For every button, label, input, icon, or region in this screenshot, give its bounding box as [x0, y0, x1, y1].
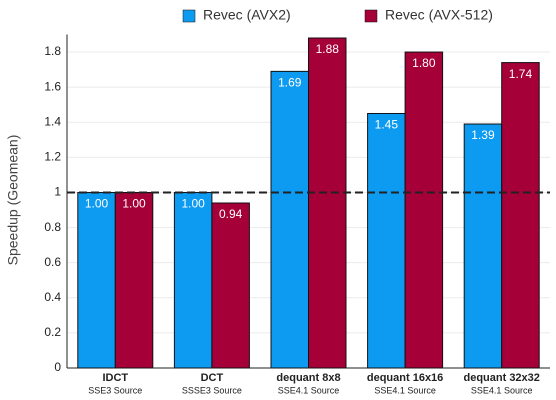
y-tick-label: 0	[54, 360, 61, 374]
bar	[114, 191, 154, 369]
value-label: 1.00	[122, 197, 146, 211]
x-tick-label: dequant 16x16	[367, 372, 443, 384]
x-tick-sublabel: SSE4.1 Source	[471, 385, 533, 395]
x-tick-sublabel: SSE4.1 Source	[278, 385, 340, 395]
value-label: 1.45	[375, 118, 399, 132]
y-tick-label: 1.2	[44, 150, 61, 164]
y-tick-label: 0.8	[44, 220, 61, 234]
legend-label: Revec (AVX2)	[203, 7, 291, 23]
y-tick-label: 1.8	[44, 44, 61, 58]
x-tick-label: dequant 8x8	[276, 372, 340, 384]
value-label: 1.80	[412, 56, 436, 70]
bar	[270, 70, 309, 369]
x-tick-label: dequant 32x32	[463, 372, 539, 384]
bar	[308, 37, 347, 369]
x-tick-label: DCT	[201, 372, 224, 384]
value-label: 0.94	[219, 207, 243, 221]
x-tick-sublabel: SSSE3 Source	[182, 385, 242, 395]
bar	[404, 51, 444, 369]
y-tick-label: 0.4	[44, 290, 61, 304]
value-label: 1.39	[471, 128, 495, 142]
y-tick-label: 1.6	[44, 79, 61, 93]
value-label: 1.88	[316, 42, 340, 56]
y-tick-label: 0.2	[44, 325, 61, 339]
bar	[367, 112, 406, 369]
legend-label: Revec (AVX-512)	[385, 7, 493, 23]
value-label: 1.00	[181, 197, 205, 211]
value-label: 1.74	[509, 67, 533, 81]
y-tick-label: 0.6	[44, 255, 61, 269]
bar	[77, 191, 116, 369]
legend-swatch	[182, 9, 196, 23]
y-tick-label: 1.4	[44, 114, 61, 128]
bar	[463, 123, 503, 369]
bar	[173, 191, 213, 369]
x-tick-sublabel: SSE3 Source	[88, 385, 142, 395]
bar	[501, 62, 540, 369]
value-label: 1.00	[85, 197, 109, 211]
legend-swatch	[364, 9, 378, 23]
bar	[211, 202, 250, 369]
value-label: 1.69	[278, 76, 302, 90]
x-tick-label: IDCT	[102, 372, 128, 384]
y-axis-title: Speedup (Geomean)	[5, 135, 21, 266]
y-tick-label: 1	[54, 185, 61, 199]
x-tick-sublabel: SSE4.1 Source	[374, 385, 436, 395]
